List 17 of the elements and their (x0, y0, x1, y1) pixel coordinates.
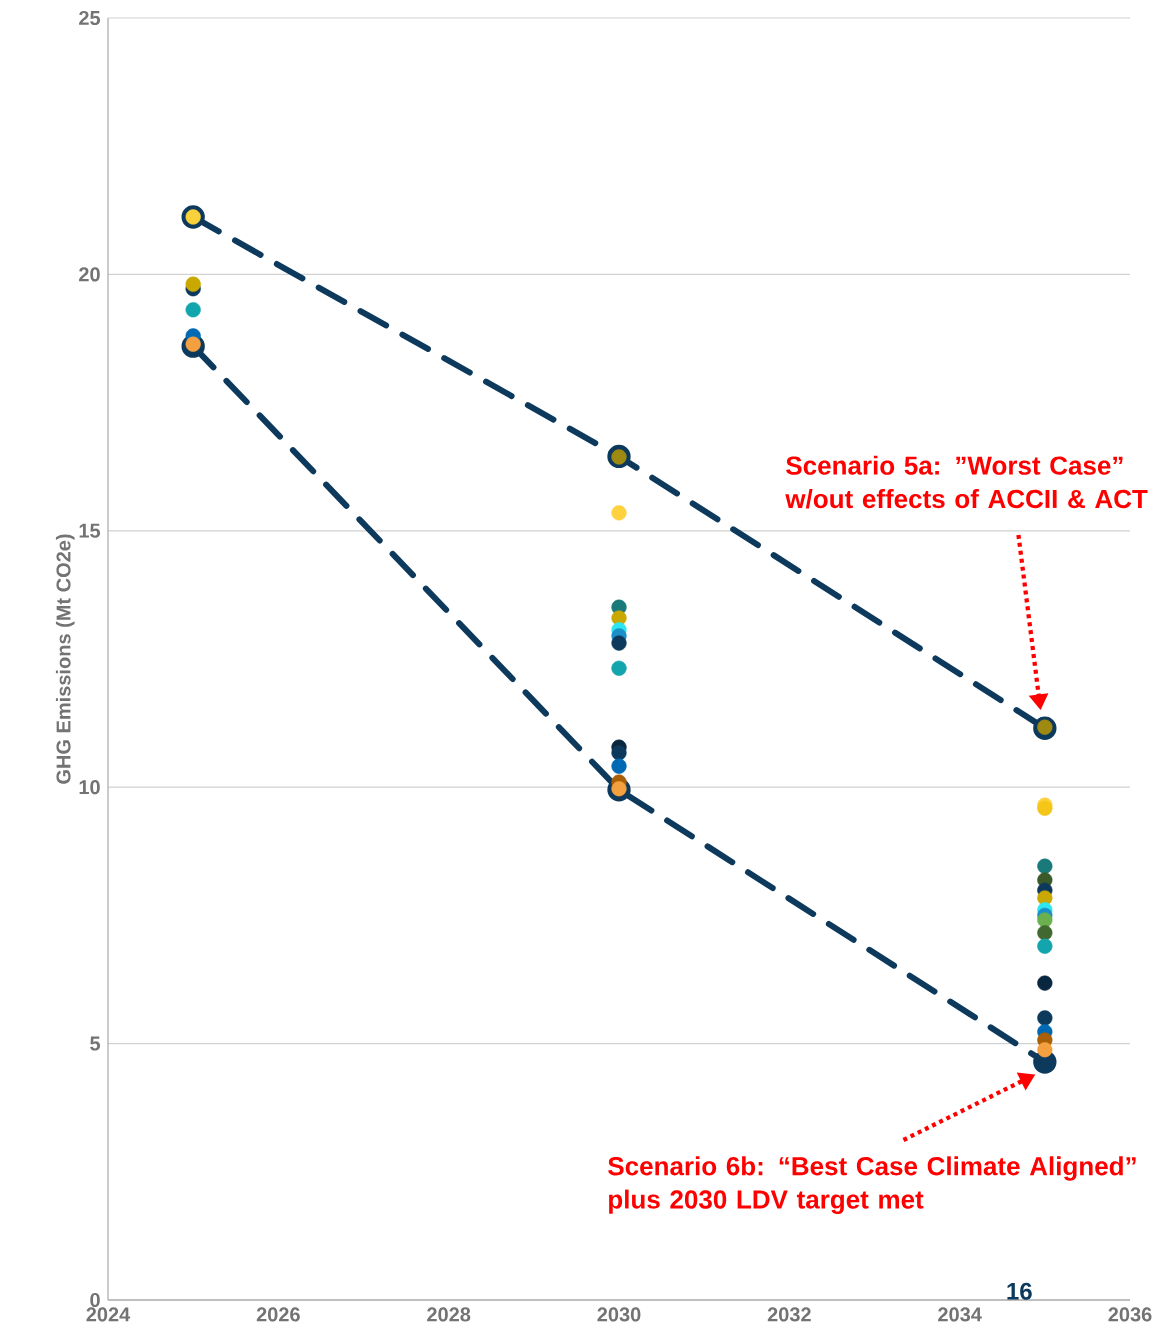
y-tick-label: 0 (90, 1292, 100, 1308)
x-tick-label: 2028 (427, 1307, 471, 1322)
y-tick-label: 20 (79, 267, 100, 282)
x-tick-label: 2036 (1108, 1307, 1152, 1322)
y-tick-label: 15 (79, 523, 101, 538)
x-tick-label: 2030 (597, 1307, 641, 1322)
x-tick-label: 2032 (767, 1307, 811, 1322)
y-tick-label: 10 (79, 780, 100, 795)
annotation: Scenario 6b: “Best Case Climate Aligned” plus 2030 LDV target met (608, 1156, 1136, 1214)
x-tick-label: 2024 (86, 1307, 131, 1322)
annotation: 16 (1007, 1282, 1032, 1300)
annotation: Scenario 5a: ”Worst Case” w/out effects of ACCII & ACT (785, 455, 1148, 509)
x-tick-label: 2026 (256, 1307, 300, 1322)
x-tick-label: 2034 (938, 1307, 982, 1322)
y-tick-label: 25 (79, 10, 101, 26)
y-tick-label: 5 (90, 1036, 101, 1051)
y-axis-title: GHG Emissions (Mt CO2e) (55, 534, 75, 784)
